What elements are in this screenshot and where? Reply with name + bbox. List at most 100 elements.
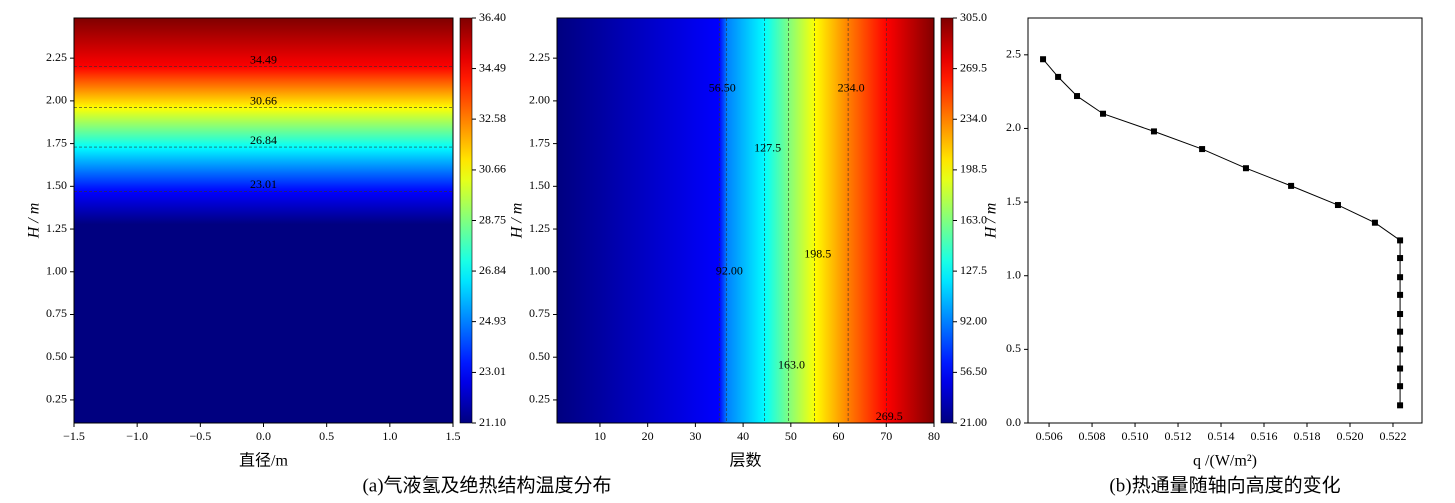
data-line: [1042, 58, 1401, 406]
field-band: [814, 18, 849, 423]
plot-area: 34.49 30.66 26.84 23.01: [74, 18, 453, 423]
colorbar-tick-label: 163.0: [960, 212, 987, 226]
data-point: [1334, 202, 1341, 209]
x-tick-label: 70: [880, 429, 892, 443]
data-point: [1397, 402, 1404, 409]
colorbar: [459, 17, 473, 424]
x-tick-label: 1.5: [446, 429, 461, 443]
y-tick-label: 2.25: [529, 50, 550, 64]
data-point: [1150, 128, 1157, 135]
x-tick-label: 40: [737, 429, 749, 443]
x-tick-label: −0.5: [189, 429, 211, 443]
data-point: [1397, 383, 1404, 390]
x-axis-label: 直径/m: [239, 452, 288, 470]
colorbar-tick-label: 23.01: [479, 364, 506, 378]
colorbar-tick-label: 92.00: [960, 314, 987, 328]
colorbar-tick-label: 21.00: [960, 415, 987, 429]
y-tick-label: 2.0: [1006, 120, 1021, 134]
colorbar-tick-label: 30.66: [479, 162, 506, 176]
data-point: [1242, 165, 1249, 172]
x-tick-label: 20: [642, 429, 654, 443]
x-tick-label: 0.518: [1294, 429, 1321, 443]
x-tick-label: 1.0: [382, 429, 397, 443]
plot-frame: [556, 17, 935, 424]
y-axis-label: H / m: [983, 203, 1000, 240]
contour-label: 127.5: [754, 140, 781, 154]
contour-label: 234.0: [838, 81, 865, 95]
y-tick-label: 2.5: [1006, 47, 1021, 61]
y-tick-label: 0.75: [46, 306, 67, 320]
y-tick-label: 0.0: [1006, 415, 1021, 429]
contour-label: 163.0: [778, 358, 805, 372]
colorbar-tick-label: 234.0: [960, 111, 987, 125]
x-tick-label: 60: [833, 429, 845, 443]
colorbar-tick-label: 269.5: [960, 60, 987, 74]
field-band: [74, 107, 453, 148]
field-band: [74, 66, 453, 109]
colorbar-tick-label: 26.84: [479, 263, 506, 277]
colorbar: [940, 17, 954, 424]
x-tick-label: 0.512: [1165, 429, 1192, 443]
y-tick-label: 0.25: [46, 392, 67, 406]
data-point: [1199, 146, 1206, 153]
contour-label: 26.84: [250, 133, 277, 147]
colorbar-tick-label: 198.5: [960, 162, 987, 176]
field-band: [764, 18, 789, 423]
data-point: [1397, 255, 1404, 262]
data-point: [1288, 182, 1295, 189]
caption: (a)气液氢及绝热结构温度分布: [362, 474, 611, 496]
x-tick-label: −1.5: [63, 429, 85, 443]
x-tick-label: 10: [594, 429, 606, 443]
y-tick-label: 1.00: [529, 264, 550, 278]
y-tick-label: 0.50: [529, 349, 550, 363]
colorbar-tick-label: 32.58: [479, 111, 506, 125]
x-axis-label: 层数: [729, 452, 761, 470]
colorbar-tick-label: 28.75: [479, 212, 506, 226]
x-axis-label: q /(W/m²): [1193, 453, 1257, 470]
data-point: [1371, 219, 1378, 226]
x-tick-label: 50: [785, 429, 797, 443]
field-band: [886, 18, 934, 423]
x-tick-label: 0.5: [319, 429, 334, 443]
y-tick-label: 2.00: [46, 93, 67, 107]
y-tick-label: 0.5: [1006, 341, 1021, 355]
x-tick-label: 0.514: [1208, 429, 1235, 443]
y-tick-label: 0.75: [529, 306, 550, 320]
field-band: [557, 18, 720, 423]
y-tick-label: 0.50: [46, 349, 67, 363]
x-tick-label: 0.506: [1036, 429, 1063, 443]
y-tick-label: 2.25: [46, 50, 67, 64]
x-tick-label: 30: [689, 429, 701, 443]
colorbar-tick-label: 34.49: [479, 60, 506, 74]
field-band: [726, 18, 766, 423]
contour-label: 30.66: [250, 93, 277, 107]
colorbar-tick-label: 24.93: [479, 313, 506, 327]
data-point: [1074, 93, 1081, 100]
data-point: [1397, 291, 1404, 298]
y-tick-label: 1.0: [1006, 267, 1021, 281]
data-point: [1397, 274, 1404, 281]
caption: (b)热通量随轴向高度的变化: [1109, 474, 1340, 496]
data-point: [1397, 328, 1404, 335]
colorbar-tick-label: 56.50: [960, 364, 987, 378]
colorbar-tick-label: 305.0: [960, 10, 987, 24]
data-point: [1397, 365, 1404, 372]
x-tick-label: −1.0: [126, 429, 148, 443]
y-tick-label: 2.00: [529, 93, 550, 107]
x-tick-label: 0.510: [1122, 429, 1149, 443]
contour-label: 198.5: [804, 246, 831, 260]
x-tick-label: 0.516: [1251, 429, 1278, 443]
y-tick-label: 0.25: [529, 392, 550, 406]
field-band: [74, 223, 453, 423]
data-point: [1100, 110, 1107, 117]
x-tick-label: 0.520: [1336, 429, 1363, 443]
y-axis-label: H / m: [26, 203, 43, 240]
contour-label: 92.00: [716, 264, 743, 278]
contour-label: 23.01: [250, 177, 277, 191]
data-point: [1055, 73, 1062, 80]
colorbar-tick-label: 127.5: [960, 263, 987, 277]
y-tick-label: 1.75: [46, 135, 67, 149]
y-tick-label: 1.00: [46, 264, 67, 278]
colorbar-tick-label: 36.40: [479, 10, 506, 24]
